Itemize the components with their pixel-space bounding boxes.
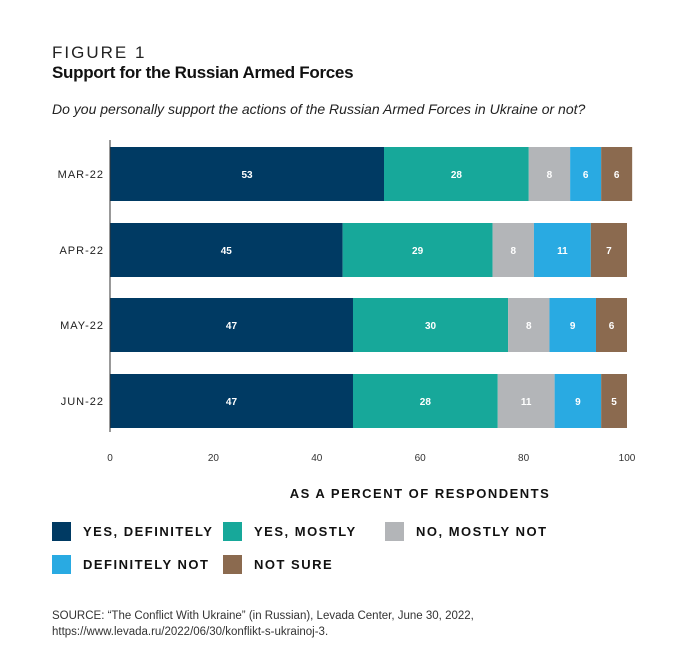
x-axis-label: AS A PERCENT OF RESPONDENTS [289,486,551,501]
data-label: 47 [226,397,238,408]
bar-segment [110,223,343,277]
bar-segment [549,298,596,352]
legend-swatch [223,522,242,541]
x-tick-label: 80 [518,453,530,464]
bar-segment [554,374,602,428]
data-label: 47 [226,321,238,332]
source-note: SOURCE: “The Conflict With Ukraine” (in … [52,610,474,638]
category-label: APR-22 [59,245,104,257]
legend-item: YES, MOSTLY [223,522,357,541]
data-label: 6 [609,321,615,332]
bar-segment [492,223,534,277]
bar-segment [528,147,571,201]
x-tick-label: 20 [208,453,220,464]
data-label: 11 [557,246,568,257]
bar-segment [497,374,555,428]
x-tick-label: 0 [107,453,113,464]
bar-segment [570,147,602,201]
chart-title: Support for the Russian Armed Forces [52,63,354,82]
data-label: 11 [521,397,532,408]
bar-segment [595,298,627,352]
data-label: 30 [425,321,437,332]
legend-item: NO, MOSTLY NOT [385,522,548,541]
legend-swatch [52,555,71,574]
legend-label: NOT SURE [254,557,334,572]
bar-segment [590,223,627,277]
legend-label: YES, DEFINITELY [83,524,214,539]
data-label: 28 [420,397,432,408]
data-label: 6 [583,170,589,181]
bar-segment [508,298,550,352]
bar-segment [384,147,529,201]
legend-swatch [52,522,71,541]
x-tick-label: 60 [415,453,427,464]
bar-segment [110,374,353,428]
data-label: 6 [614,170,620,181]
bar-segment [342,223,493,277]
legend-label: YES, MOSTLY [254,524,357,539]
chart-subtitle: Do you personally support the actions of… [52,101,586,117]
bar-segment [533,223,591,277]
legend-label: NO, MOSTLY NOT [416,524,548,539]
data-label: 5 [611,397,617,408]
chart-plot: MAR-22 53 28 8 6 6 APR-22 45 29 8 11 7 MAY-22 47 30 8 9 6… [58,140,636,464]
bar-segment [352,298,509,352]
legend-swatch [385,522,404,541]
x-tick-label: 100 [619,453,636,464]
legend-label: DEFINITELY NOT [83,557,210,572]
category-label: MAY-22 [60,320,104,332]
data-label: 8 [547,170,553,181]
data-label: 45 [221,246,233,257]
legend-item: YES, DEFINITELY [52,522,213,541]
data-label: 29 [412,246,424,257]
data-label: 9 [570,321,576,332]
figure-label: FIGURE 1 [52,43,147,62]
category-label: JUN-22 [61,396,104,408]
data-label: 8 [526,321,532,332]
data-label: 9 [575,397,581,408]
legend-item: DEFINITELY NOT [52,555,209,574]
bar-segment [110,298,353,352]
data-label: 28 [451,170,463,181]
data-label: 7 [606,246,612,257]
bar-segment [352,374,498,428]
x-tick-label: 40 [311,453,323,464]
category-label: MAR-22 [58,169,104,181]
legend-item: NOT SURE [223,555,333,574]
bar-segment [110,147,385,201]
bar-segment [601,147,633,201]
data-label: 53 [241,170,253,181]
legend-swatch [223,555,242,574]
bar-segment [601,374,627,428]
data-label: 8 [510,246,516,257]
